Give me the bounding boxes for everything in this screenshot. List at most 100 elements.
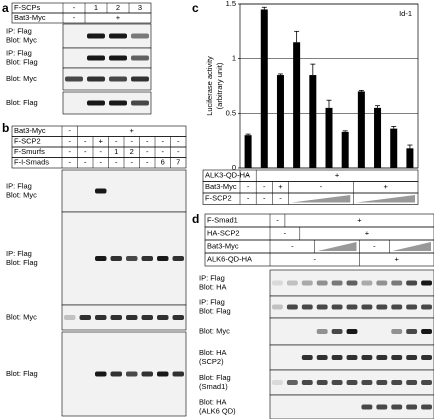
- band: [361, 280, 373, 286]
- condition-name: F-Smurfs: [14, 147, 45, 156]
- band: [110, 371, 122, 377]
- band: [406, 355, 418, 360]
- blot-label: Blot: HA: [199, 397, 227, 406]
- condition-cell: -: [73, 13, 76, 22]
- condition-cell: -: [146, 137, 149, 146]
- condition-name: Bat3-Myc: [14, 13, 46, 22]
- band: [361, 304, 373, 310]
- condition-cell: +: [116, 13, 121, 22]
- bar: [374, 107, 382, 168]
- blot-label: Blot: Myc: [199, 326, 230, 335]
- band: [64, 315, 76, 320]
- blot-label: Blot: Flag: [6, 98, 38, 107]
- condition-cell: 1: [94, 3, 98, 12]
- band: [109, 55, 127, 61]
- band: [109, 76, 127, 82]
- condition-row: [204, 252, 434, 267]
- condition-cell: +: [383, 182, 388, 191]
- blot: [61, 169, 187, 213]
- condition-cell: +: [335, 171, 340, 180]
- y-axis-label: Luciferase activity: [205, 56, 214, 116]
- condition-cell: -: [276, 215, 279, 224]
- condition-name: F-Smad1: [207, 215, 238, 224]
- band: [391, 280, 403, 286]
- panel-label: b: [2, 121, 9, 135]
- band: [346, 329, 358, 334]
- band: [272, 380, 283, 385]
- band: [95, 371, 107, 377]
- band: [172, 371, 184, 377]
- band: [126, 315, 138, 320]
- band: [376, 304, 388, 310]
- y-tick-label: 0.5: [226, 108, 236, 117]
- band: [95, 256, 107, 261]
- y-axis-label: (arbitrary unit): [215, 62, 224, 109]
- condition-cell: +: [278, 182, 283, 191]
- band: [316, 355, 328, 360]
- band: [141, 315, 153, 320]
- condition-cell: -: [284, 228, 287, 237]
- band: [87, 33, 105, 39]
- band: [376, 380, 388, 385]
- band: [316, 380, 328, 385]
- condition-cell: 7: [176, 158, 180, 167]
- condition-cell: -: [146, 158, 149, 167]
- condition-cell: -: [263, 182, 266, 191]
- band: [391, 380, 403, 385]
- band: [126, 371, 138, 377]
- blot-label: IP: Flag: [199, 273, 225, 282]
- band: [346, 304, 358, 310]
- band: [272, 280, 283, 286]
- band: [157, 256, 169, 261]
- band: [286, 380, 298, 385]
- condition-cell: -: [115, 137, 118, 146]
- band: [376, 280, 388, 286]
- condition-cell: -: [146, 147, 149, 156]
- condition-cell: 3: [138, 3, 142, 12]
- blot-label: IP: Flag: [6, 48, 32, 57]
- band: [87, 100, 105, 106]
- blot: [62, 91, 152, 115]
- blot-label: (Smad1): [199, 382, 228, 391]
- condition-cell: -: [69, 147, 72, 156]
- band: [421, 355, 432, 360]
- band: [331, 280, 343, 286]
- band: [421, 329, 432, 334]
- band: [331, 304, 343, 310]
- condition-cell: 2: [130, 147, 134, 156]
- band: [95, 188, 107, 194]
- band: [131, 33, 149, 39]
- condition-cell: -: [177, 137, 180, 146]
- condition-cell: +: [357, 215, 362, 224]
- condition-cell: +: [130, 126, 135, 135]
- bar: [390, 128, 398, 168]
- condition-cell: -: [263, 194, 266, 203]
- band: [406, 304, 418, 310]
- blot-label: IP: Flag: [6, 26, 32, 35]
- condition-name: ALK6-QD-HA: [207, 254, 252, 263]
- wedge: [392, 242, 431, 251]
- condition-cell: +: [365, 228, 370, 237]
- band: [126, 256, 138, 261]
- condition-name: F-SCP2: [14, 137, 41, 146]
- condition-cell: -: [69, 137, 72, 146]
- condition-cell: -: [313, 254, 316, 263]
- blot-label: Blot: HA: [199, 348, 227, 357]
- band: [361, 404, 373, 410]
- blot-label: IP: Flag: [6, 181, 32, 190]
- band: [131, 76, 149, 82]
- condition-cell: -: [84, 147, 87, 156]
- band: [301, 355, 313, 360]
- condition-cell: -: [131, 158, 134, 167]
- band: [391, 304, 403, 310]
- band: [406, 404, 418, 410]
- band: [406, 280, 418, 286]
- blot-label: Blot: Flag: [6, 258, 38, 267]
- bar: [406, 148, 414, 168]
- blot-label: (ALK6 QD): [199, 406, 236, 415]
- condition-row: [204, 213, 434, 228]
- condition-cell: -: [115, 158, 118, 167]
- blot-label: Blot: Myc: [6, 190, 37, 199]
- band: [172, 256, 184, 261]
